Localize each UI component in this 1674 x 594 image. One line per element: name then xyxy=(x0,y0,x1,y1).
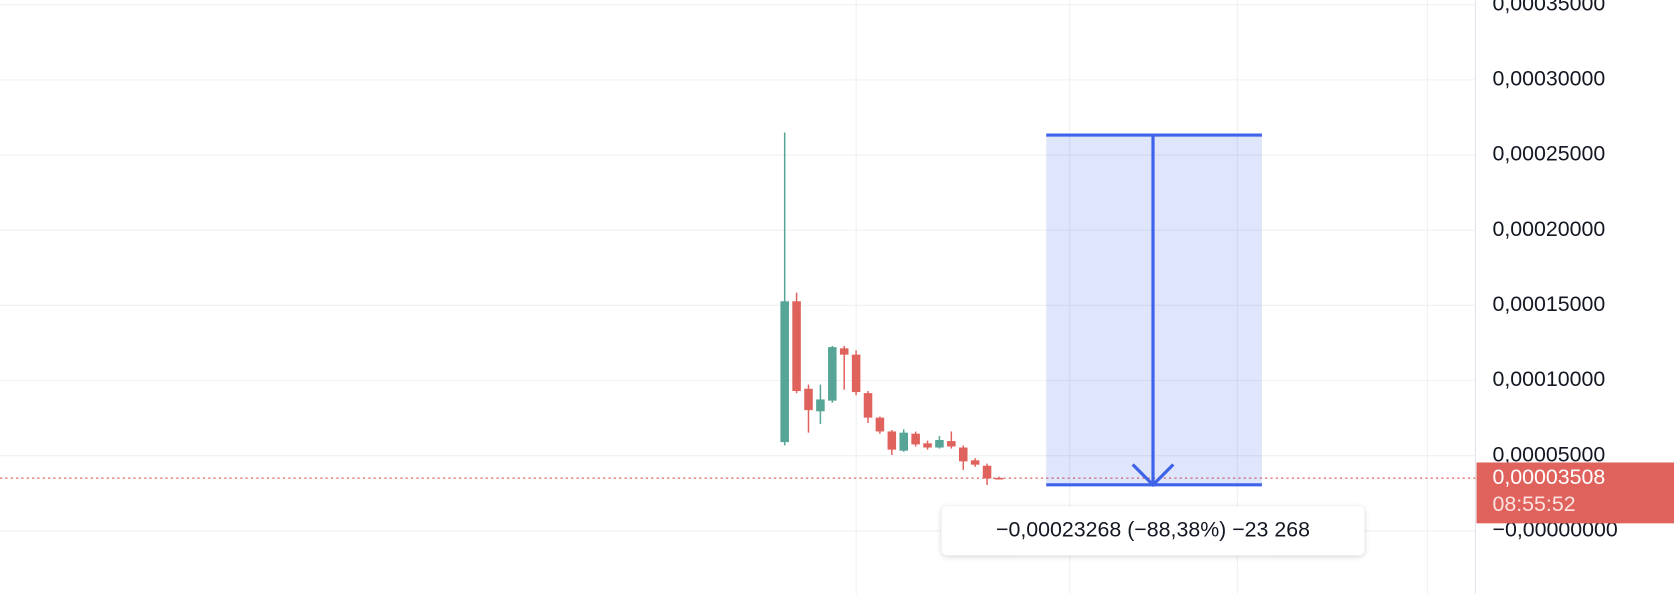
candle-body xyxy=(828,347,837,401)
y-tick-label: 0,00035000 xyxy=(1493,0,1606,15)
candle-body xyxy=(863,393,873,418)
candle-body xyxy=(875,417,885,432)
candle-body xyxy=(970,460,980,465)
candle-body xyxy=(935,440,944,448)
candle-body xyxy=(899,432,908,451)
candle-body xyxy=(887,431,897,450)
candle-body xyxy=(804,388,813,411)
candle-body xyxy=(982,465,992,479)
y-tick-label: 0,00030000 xyxy=(1493,67,1606,91)
last-price-box xyxy=(1476,462,1674,524)
measure-label: −0,00023268 (−88,38%) −23 268 xyxy=(996,517,1310,541)
vertical-grid xyxy=(855,0,1428,594)
y-tick-label: 0,00015000 xyxy=(1493,292,1606,316)
candle-body xyxy=(816,399,825,412)
y-tick-label: 0,00025000 xyxy=(1493,142,1606,166)
last-price-time: 08:55:52 xyxy=(1493,492,1576,516)
measure-label-box xyxy=(941,506,1365,556)
candle-body xyxy=(839,348,849,355)
candle-body xyxy=(947,441,956,447)
measure-arrowhead xyxy=(1131,463,1175,488)
candle-body xyxy=(958,447,968,462)
candle-body xyxy=(911,433,920,445)
last-price-label: 0,00003508 xyxy=(1493,465,1606,489)
candle-body xyxy=(923,443,932,448)
candle-body xyxy=(780,301,789,443)
candle-body xyxy=(851,354,861,393)
candle-body xyxy=(792,301,801,392)
y-tick-label: 0,00005000 xyxy=(1493,442,1606,466)
y-tick-label: 0,00010000 xyxy=(1493,367,1606,391)
y-tick-label: 0,00020000 xyxy=(1493,217,1606,241)
candle-body xyxy=(994,477,1004,480)
